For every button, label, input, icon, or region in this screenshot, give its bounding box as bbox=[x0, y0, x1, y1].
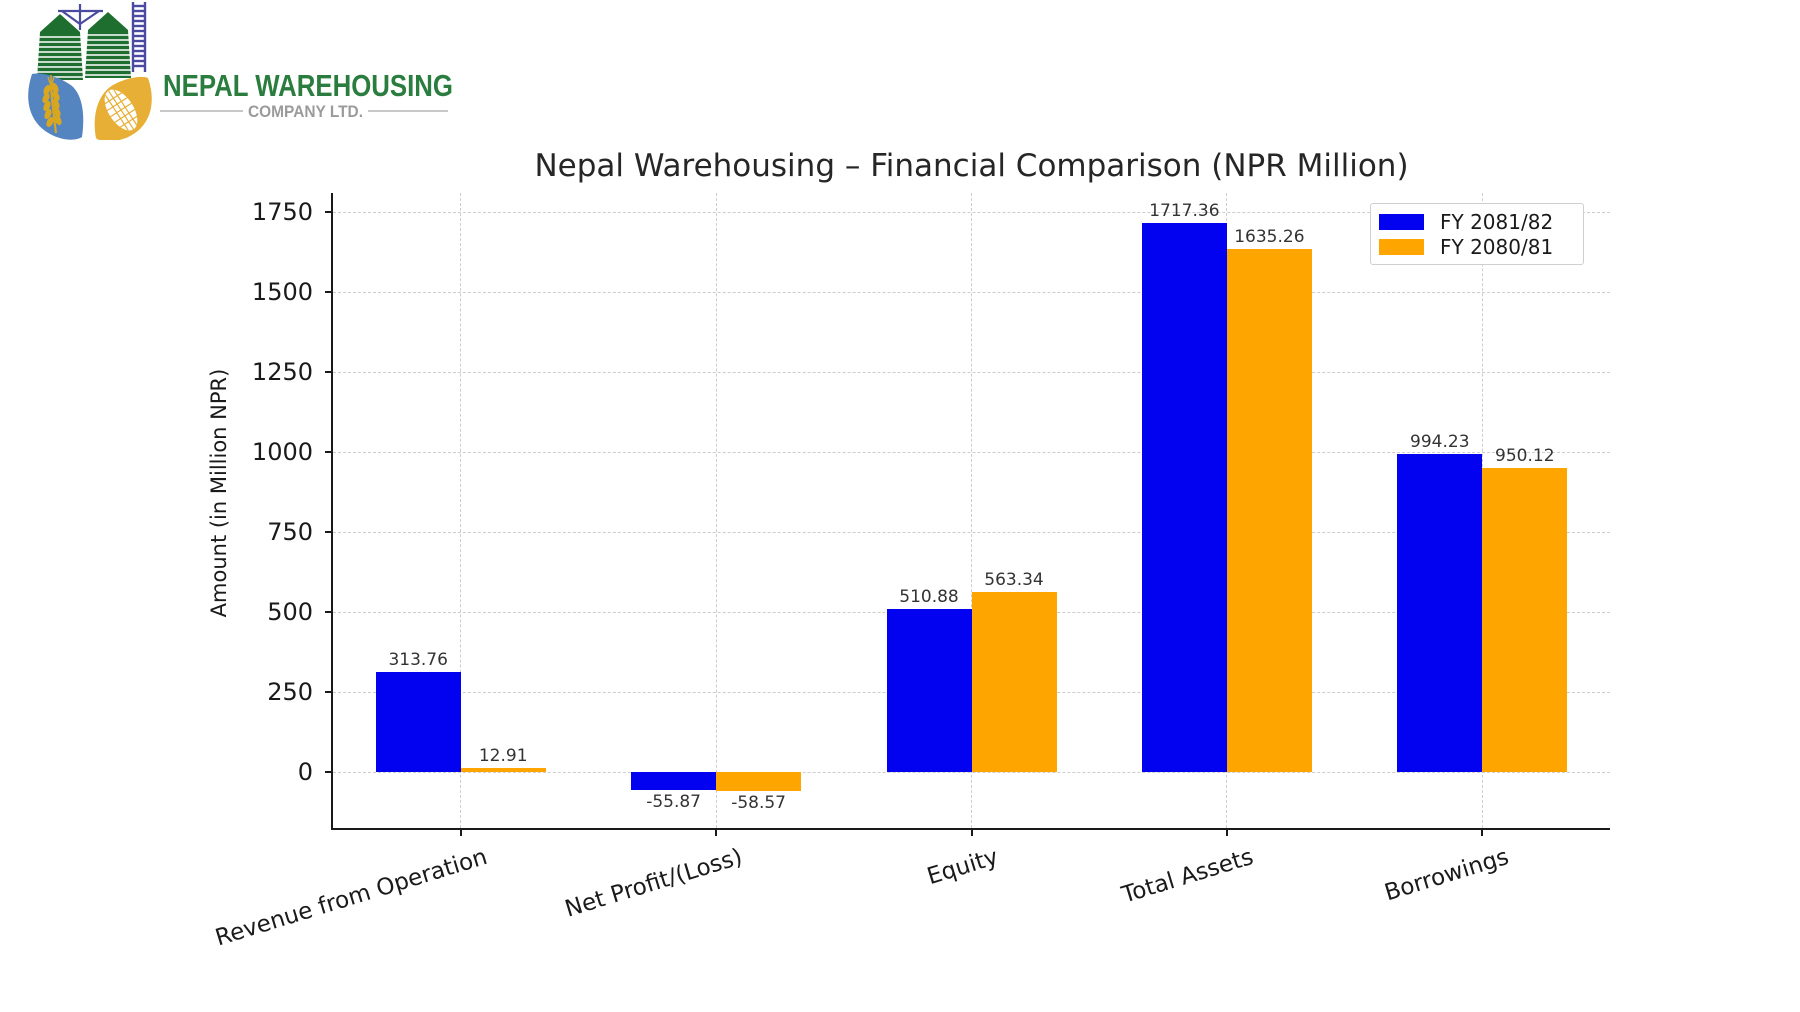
y-tick-mark bbox=[325, 371, 333, 374]
bar-value-label: 1717.36 bbox=[1149, 200, 1220, 221]
y-tick-mark bbox=[325, 771, 333, 774]
corn-leaf-icon bbox=[94, 76, 152, 140]
x-tick-label: Net Profit/(Loss) bbox=[562, 844, 746, 923]
legend-item: FY 2080/81 bbox=[1379, 234, 1575, 259]
bar-value-label: -55.87 bbox=[646, 791, 701, 812]
y-tick-mark bbox=[325, 691, 333, 694]
y-tick-label: 0 bbox=[297, 758, 313, 787]
bottom-axis-spine bbox=[331, 828, 1610, 830]
x-tick-mark bbox=[970, 828, 973, 836]
silo-icon bbox=[37, 14, 83, 80]
bar-value-label: 950.12 bbox=[1495, 446, 1555, 467]
bar bbox=[971, 591, 1057, 772]
x-tick-label: Total Assets bbox=[1118, 844, 1257, 909]
y-tick-label: 1500 bbox=[251, 278, 313, 307]
chart-title: Nepal Warehousing – Financial Comparison… bbox=[534, 148, 1409, 184]
y-tick-label: 250 bbox=[267, 678, 313, 707]
company-logo: NEPAL WAREHOUSING COMPANY LTD. bbox=[28, 2, 453, 140]
x-tick-mark bbox=[1225, 828, 1228, 836]
bar bbox=[716, 772, 802, 791]
y-tick-label: 1750 bbox=[251, 198, 313, 227]
y-tick-label: 750 bbox=[267, 518, 313, 547]
y-tick-label: 500 bbox=[267, 598, 313, 627]
bar-value-label: 12.91 bbox=[478, 745, 528, 766]
bar bbox=[1482, 468, 1568, 772]
bar bbox=[1141, 222, 1227, 772]
y-tick-mark bbox=[325, 211, 333, 214]
antenna-icon bbox=[58, 4, 103, 30]
wheat-leaf-icon bbox=[28, 73, 84, 140]
legend-swatch-fy-2081-82 bbox=[1379, 213, 1424, 230]
legend-label: FY 2080/81 bbox=[1440, 234, 1554, 259]
y-tick-label: 1250 bbox=[251, 358, 313, 387]
bar bbox=[1397, 453, 1483, 772]
silo-icon bbox=[85, 12, 131, 78]
bar bbox=[460, 767, 546, 772]
x-gridline bbox=[715, 193, 717, 828]
bar bbox=[375, 671, 461, 772]
bar-value-label: 1635.26 bbox=[1234, 226, 1305, 247]
legend-label: FY 2081/82 bbox=[1440, 209, 1554, 234]
bar-value-label: 510.88 bbox=[899, 586, 959, 607]
x-tick-label: Borrowings bbox=[1381, 844, 1512, 907]
x-gridline bbox=[460, 193, 462, 828]
bar bbox=[1226, 248, 1312, 772]
y-tick-mark bbox=[325, 451, 333, 454]
x-tick-mark bbox=[459, 828, 462, 836]
logo-company-name: NEPAL WAREHOUSING bbox=[163, 68, 453, 103]
y-tick-label: 1000 bbox=[251, 438, 313, 467]
y-tick-mark bbox=[325, 531, 333, 534]
y-tick-mark bbox=[325, 291, 333, 294]
bar-value-label: 994.23 bbox=[1410, 431, 1470, 452]
x-tick-label: Revenue from Operation bbox=[212, 844, 491, 952]
y-tick-mark bbox=[325, 611, 333, 614]
legend-item: FY 2081/82 bbox=[1379, 209, 1575, 234]
bar-value-label: -58.57 bbox=[731, 792, 786, 813]
x-tick-mark bbox=[715, 828, 718, 836]
legend: FY 2081/82 FY 2080/81 bbox=[1370, 203, 1584, 265]
x-tick-mark bbox=[1481, 828, 1484, 836]
ladder-icon bbox=[131, 2, 147, 72]
logo-subtitle: COMPANY LTD. bbox=[248, 102, 363, 121]
left-axis-spine bbox=[331, 193, 333, 830]
x-tick-label: Equity bbox=[923, 844, 1002, 891]
y-axis-label: Amount (in Million NPR) bbox=[207, 368, 231, 618]
x-gridline bbox=[971, 193, 972, 828]
bar-value-label: 563.34 bbox=[984, 569, 1044, 590]
bar bbox=[631, 772, 717, 790]
bar bbox=[886, 608, 972, 772]
legend-swatch-fy-2080-81 bbox=[1379, 238, 1424, 255]
bar-value-label: 313.76 bbox=[388, 649, 448, 670]
